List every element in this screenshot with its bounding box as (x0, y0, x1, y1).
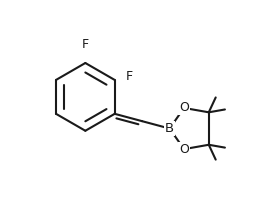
Text: O: O (179, 143, 189, 156)
Text: F: F (126, 70, 133, 83)
Text: B: B (165, 122, 174, 135)
Text: F: F (82, 38, 89, 51)
Text: O: O (179, 101, 189, 114)
